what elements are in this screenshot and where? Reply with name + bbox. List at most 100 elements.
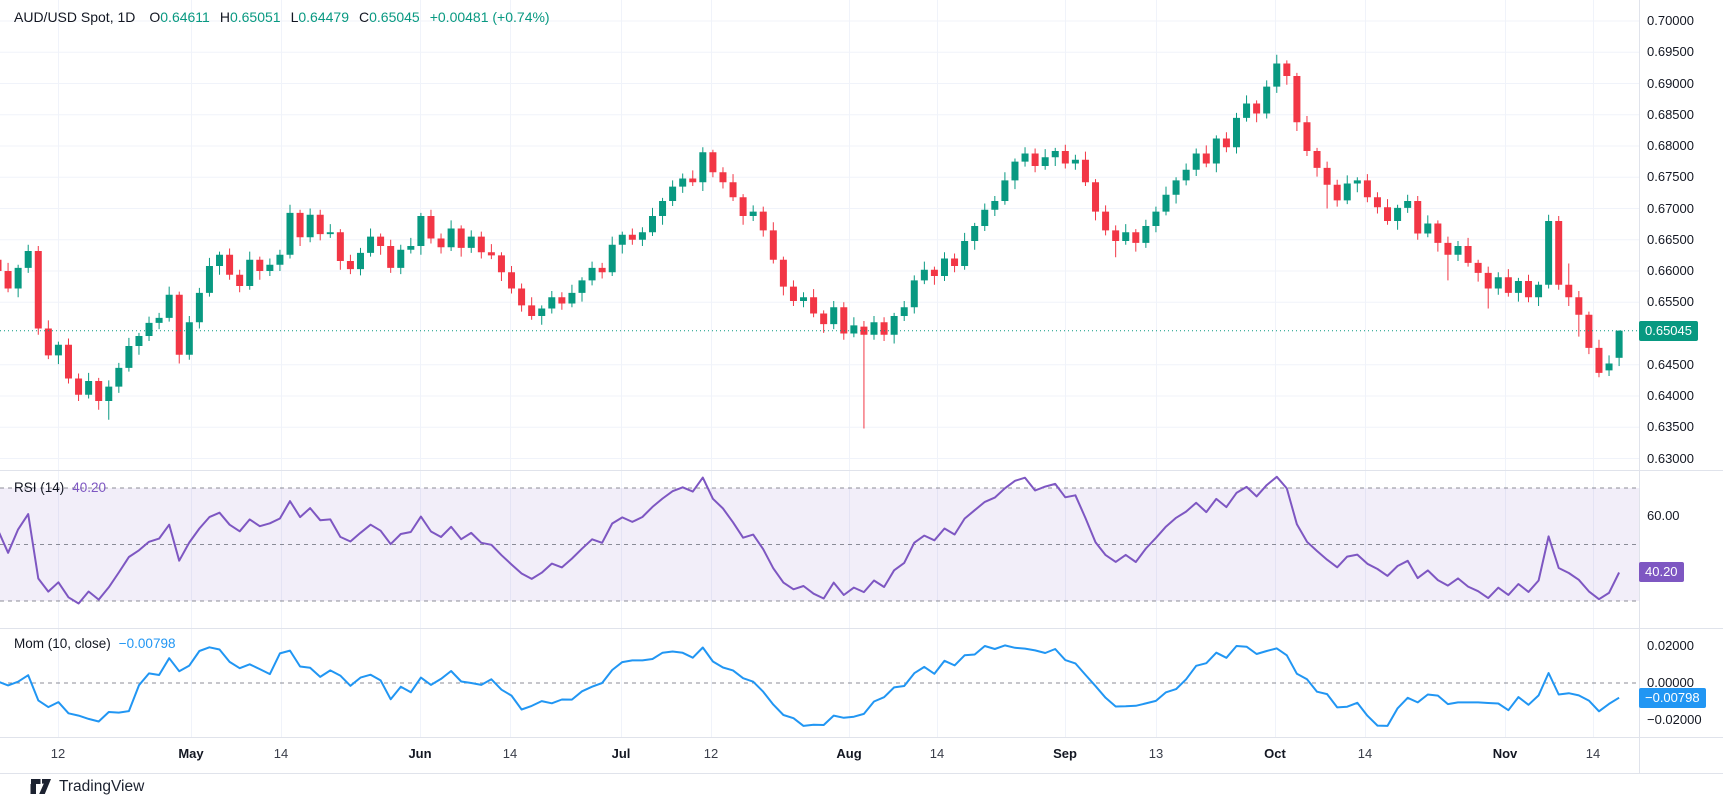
candle	[1192, 148, 1200, 176]
candle	[800, 292, 808, 308]
candle	[276, 249, 284, 271]
price-tick-label: 0.64000	[1647, 388, 1694, 403]
candle	[789, 280, 797, 306]
candle	[1353, 177, 1361, 193]
candle	[508, 266, 516, 294]
candle	[628, 228, 636, 245]
candle	[588, 261, 596, 286]
price-tick-label: 0.69500	[1647, 44, 1694, 60]
candle	[779, 256, 787, 296]
candle	[1303, 116, 1311, 156]
price-tick-label: 0.68000	[1647, 138, 1694, 153]
candle	[75, 373, 83, 401]
candle	[346, 254, 354, 275]
candle	[1313, 147, 1321, 177]
candle	[689, 170, 697, 186]
close-value: 0.65045	[369, 9, 420, 25]
rsi-line	[0, 475, 1620, 605]
candle	[125, 337, 133, 372]
candlestick-series	[0, 54, 1623, 429]
candle	[1474, 259, 1482, 282]
candle	[1565, 263, 1573, 306]
price-scale[interactable]	[1639, 0, 1723, 773]
candle	[367, 228, 375, 257]
candle	[226, 248, 234, 280]
candle	[407, 237, 415, 254]
momentum-legend[interactable]: Mom (10, close) −0.00798	[14, 636, 175, 651]
candle	[729, 174, 737, 201]
candle	[24, 244, 32, 273]
candle	[638, 227, 646, 246]
candle	[1001, 172, 1009, 205]
candle	[1142, 219, 1150, 248]
open-label: O	[149, 9, 161, 25]
candle	[1081, 151, 1089, 186]
candle	[1051, 147, 1059, 166]
price-tick-label: 0.70000	[1647, 13, 1694, 28]
candle	[397, 244, 405, 275]
candle	[377, 233, 385, 255]
rsi-legend-value: 40.20	[72, 480, 107, 495]
candle	[769, 222, 777, 264]
candle	[1454, 241, 1462, 261]
candle	[487, 244, 495, 260]
candle	[1172, 177, 1180, 204]
tradingview-logo[interactable]: TradingView	[30, 777, 144, 796]
candle	[477, 231, 485, 259]
candle	[1202, 145, 1210, 168]
time-tick-label: Aug	[836, 746, 862, 761]
candle	[840, 302, 848, 340]
time-tick-label: Nov	[1492, 746, 1518, 761]
candle	[175, 291, 183, 364]
candle	[0, 259, 2, 271]
time-scale[interactable]	[0, 737, 1639, 773]
symbol-legend[interactable]: AUD/USD Spot, 1D O0.64611 H0.65051 L0.64479…	[14, 9, 550, 25]
gridlines	[0, 0, 1639, 737]
candle	[830, 301, 838, 330]
symbol-name: AUD/USD Spot, 1D	[14, 9, 136, 25]
candle	[1031, 148, 1039, 173]
time-tick-label: 14	[273, 746, 289, 761]
candle	[1021, 147, 1029, 167]
candle	[296, 209, 304, 246]
candle	[1514, 277, 1522, 302]
candle	[1585, 311, 1593, 355]
rsi-legend[interactable]: RSI (14) 40.20	[14, 480, 106, 495]
candle	[1575, 291, 1583, 337]
time-tick-label: 14	[1357, 746, 1373, 761]
candle	[618, 231, 626, 254]
candle	[1524, 274, 1532, 303]
candle	[910, 275, 918, 314]
low-value: 0.64479	[298, 9, 349, 25]
time-tick-label: Oct	[1264, 746, 1286, 761]
time-tick-label: Jul	[611, 746, 631, 761]
momentum-value-label: −0.00798	[1639, 687, 1706, 708]
momentum-legend-value: −0.00798	[118, 636, 176, 651]
candle	[548, 291, 556, 314]
candle	[95, 377, 103, 410]
candle	[135, 332, 143, 355]
candle	[216, 251, 224, 275]
candle	[1605, 355, 1613, 376]
time-tick-label: 14	[1585, 746, 1601, 761]
candle	[236, 269, 244, 293]
candle	[1122, 224, 1130, 245]
candle	[1464, 237, 1472, 267]
candle	[1011, 158, 1019, 190]
candle	[699, 147, 707, 191]
candle	[518, 283, 526, 312]
candle	[1263, 80, 1271, 119]
candle	[608, 236, 616, 276]
momentum-legend-title: Mom (10, close)	[14, 636, 111, 651]
candle	[1182, 163, 1190, 186]
candle	[1384, 199, 1392, 225]
candle	[880, 317, 888, 341]
candle	[538, 305, 546, 325]
time-tick-label: May	[178, 746, 204, 761]
price-tick-label: 0.69000	[1647, 75, 1694, 91]
candle	[1595, 339, 1603, 378]
candle	[1424, 215, 1432, 238]
candle	[981, 203, 989, 231]
candle	[1102, 205, 1110, 236]
